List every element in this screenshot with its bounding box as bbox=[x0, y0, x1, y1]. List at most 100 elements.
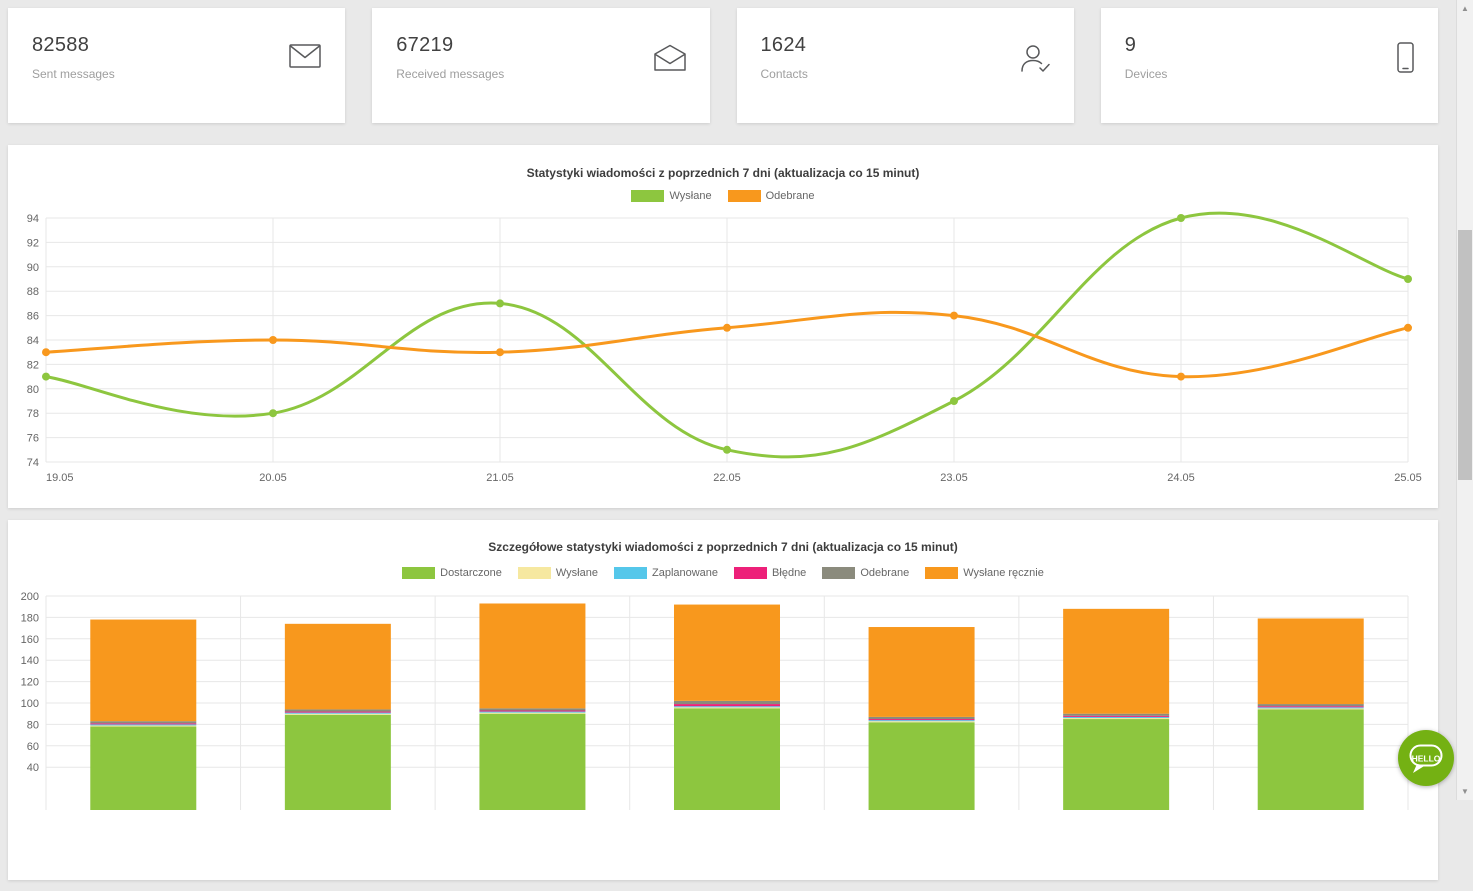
line-chart-area: 94 92 90 88 86 84 82 80 78 76 74 19.05 20.05 21.05 22.… bbox=[10, 210, 1436, 493]
y-tick-label: 100 bbox=[21, 698, 39, 710]
contact-icon bbox=[1020, 44, 1050, 79]
stat-value: 67219 bbox=[396, 34, 454, 56]
bar-segment bbox=[1063, 713, 1170, 716]
bar-segment bbox=[868, 716, 975, 720]
legend-label: Wysłane bbox=[555, 567, 598, 579]
scrollbar-thumb[interactable] bbox=[1458, 230, 1472, 480]
bar-segment bbox=[674, 706, 780, 708]
stat-label: Sent messages bbox=[32, 67, 115, 81]
bar-segment bbox=[90, 723, 197, 725]
data-point bbox=[1177, 372, 1185, 381]
bar-segment bbox=[284, 711, 391, 713]
bar-segment bbox=[284, 712, 391, 714]
bar-segment bbox=[868, 720, 975, 722]
y-tick-label: 80 bbox=[27, 719, 39, 731]
bar-segment bbox=[90, 726, 197, 810]
speech-bubble-tail bbox=[1413, 764, 1425, 773]
chat-bubble-circle bbox=[1398, 730, 1454, 786]
y-tick-label: 80 bbox=[27, 384, 39, 396]
bar-segment bbox=[90, 724, 197, 726]
line-chart-card: Statystyki wiadomości z poprzednich 7 dn… bbox=[8, 145, 1438, 508]
data-point bbox=[42, 348, 50, 357]
legend-swatch bbox=[925, 567, 959, 579]
bar-segment bbox=[479, 708, 586, 711]
stat-label: Received messages bbox=[396, 67, 505, 81]
legend-label: Odebrane bbox=[765, 190, 815, 202]
bar-segment bbox=[479, 711, 586, 713]
x-tick-label: 25.05 bbox=[1394, 472, 1422, 484]
legend-swatch bbox=[517, 567, 551, 579]
data-point bbox=[1404, 323, 1412, 332]
legend-item[interactable]: Wysłane bbox=[631, 190, 712, 202]
stat-card-received-messages: 67219 Received messages bbox=[372, 8, 710, 123]
line-chart-legend: Wysłane Odebrane bbox=[8, 189, 1438, 203]
stat-label: Contacts bbox=[760, 67, 808, 81]
y-tick-label: 74 bbox=[27, 457, 39, 469]
x-tick-label: 19.05 bbox=[46, 472, 74, 484]
scrollbar-up-button[interactable]: ▲ bbox=[1461, 4, 1469, 13]
bar-segment bbox=[479, 713, 586, 810]
bar-segment bbox=[90, 725, 197, 727]
bar-segment bbox=[284, 713, 391, 715]
bar-segment bbox=[1063, 715, 1170, 717]
legend-label: Odebrane bbox=[860, 567, 910, 579]
bar-segment bbox=[284, 714, 391, 810]
y-tick-label: 82 bbox=[27, 359, 39, 371]
legend-swatch bbox=[613, 567, 647, 579]
bar-segment bbox=[1063, 608, 1170, 714]
stat-card-sent-messages: 82588 Sent messages bbox=[8, 8, 346, 123]
legend-swatch bbox=[402, 567, 436, 579]
chat-widget-button[interactable]: HELLO bbox=[1397, 729, 1455, 787]
legend-item[interactable]: Wysłane ręcznie bbox=[925, 567, 1044, 579]
speech-bubble-icon bbox=[1409, 744, 1443, 767]
bar-segment bbox=[1063, 719, 1170, 810]
data-point bbox=[1404, 275, 1412, 283]
data-point bbox=[496, 348, 504, 357]
x-tick-label: 22.05 bbox=[713, 472, 741, 484]
legend-item[interactable]: Błędne bbox=[734, 567, 806, 579]
data-point bbox=[1177, 214, 1185, 222]
data-point bbox=[496, 299, 504, 308]
stat-card-devices: 9 Devices bbox=[1100, 8, 1438, 123]
legend-label: Błędne bbox=[772, 567, 807, 579]
bar-segment bbox=[479, 710, 586, 712]
data-point bbox=[269, 336, 277, 344]
legend-label: Wysłane ręcznie bbox=[963, 567, 1044, 579]
bar-segment bbox=[868, 719, 975, 721]
bar-segment bbox=[284, 623, 391, 710]
stat-value: 82588 bbox=[32, 34, 90, 56]
scrollbar[interactable]: ▲ ▼ bbox=[1456, 0, 1473, 800]
bar-segment bbox=[674, 707, 780, 709]
bar-chart-svg: 200 180 160 140 120 100 80 60 40 bbox=[21, 591, 1409, 810]
x-tick-label: 24.05 bbox=[1167, 472, 1195, 484]
scrollbar-down-button[interactable]: ▼ bbox=[1461, 787, 1469, 796]
legend-swatch bbox=[734, 567, 768, 579]
bar-chart-area: 200 180 160 140 120 100 80 60 40 bbox=[10, 586, 1436, 891]
bar-segment bbox=[674, 708, 780, 810]
y-tick-label: 140 bbox=[21, 655, 39, 667]
bar-segment bbox=[1257, 708, 1364, 710]
stat-value: 1624 bbox=[760, 34, 807, 56]
stat-label: Devices bbox=[1124, 67, 1168, 81]
legend-item[interactable]: Wysłane bbox=[517, 567, 598, 579]
y-tick-label: 160 bbox=[21, 634, 39, 646]
stat-cards-row: 82588 Sent messages 67219 Received messa… bbox=[8, 8, 1438, 123]
legend-item[interactable]: Odebrane bbox=[822, 567, 909, 579]
bar-segment bbox=[479, 603, 586, 709]
legend-swatch bbox=[631, 190, 665, 202]
bar-chart-card: Szczegółowe statystyki wiadomości z popr… bbox=[8, 520, 1438, 880]
legend-item[interactable]: Dostarczone bbox=[402, 567, 502, 579]
y-tick-label: 78 bbox=[27, 408, 39, 420]
line-chart-svg: 94 92 90 88 86 84 82 80 78 76 74 19.05 20.05 21.05 22.… bbox=[27, 211, 1422, 484]
legend-item[interactable]: Odebrane bbox=[727, 190, 815, 202]
bar-segment bbox=[674, 700, 780, 705]
legend-item[interactable]: Zaplanowane bbox=[613, 567, 718, 579]
y-tick-label: 40 bbox=[27, 762, 39, 774]
legend-swatch bbox=[822, 567, 856, 579]
bar-segment bbox=[1063, 716, 1170, 718]
bar-segment bbox=[1257, 709, 1364, 810]
device-icon bbox=[1397, 42, 1414, 78]
bar-segment bbox=[1063, 717, 1170, 720]
y-tick-label: 86 bbox=[27, 311, 39, 323]
bar-segment bbox=[1257, 618, 1364, 705]
